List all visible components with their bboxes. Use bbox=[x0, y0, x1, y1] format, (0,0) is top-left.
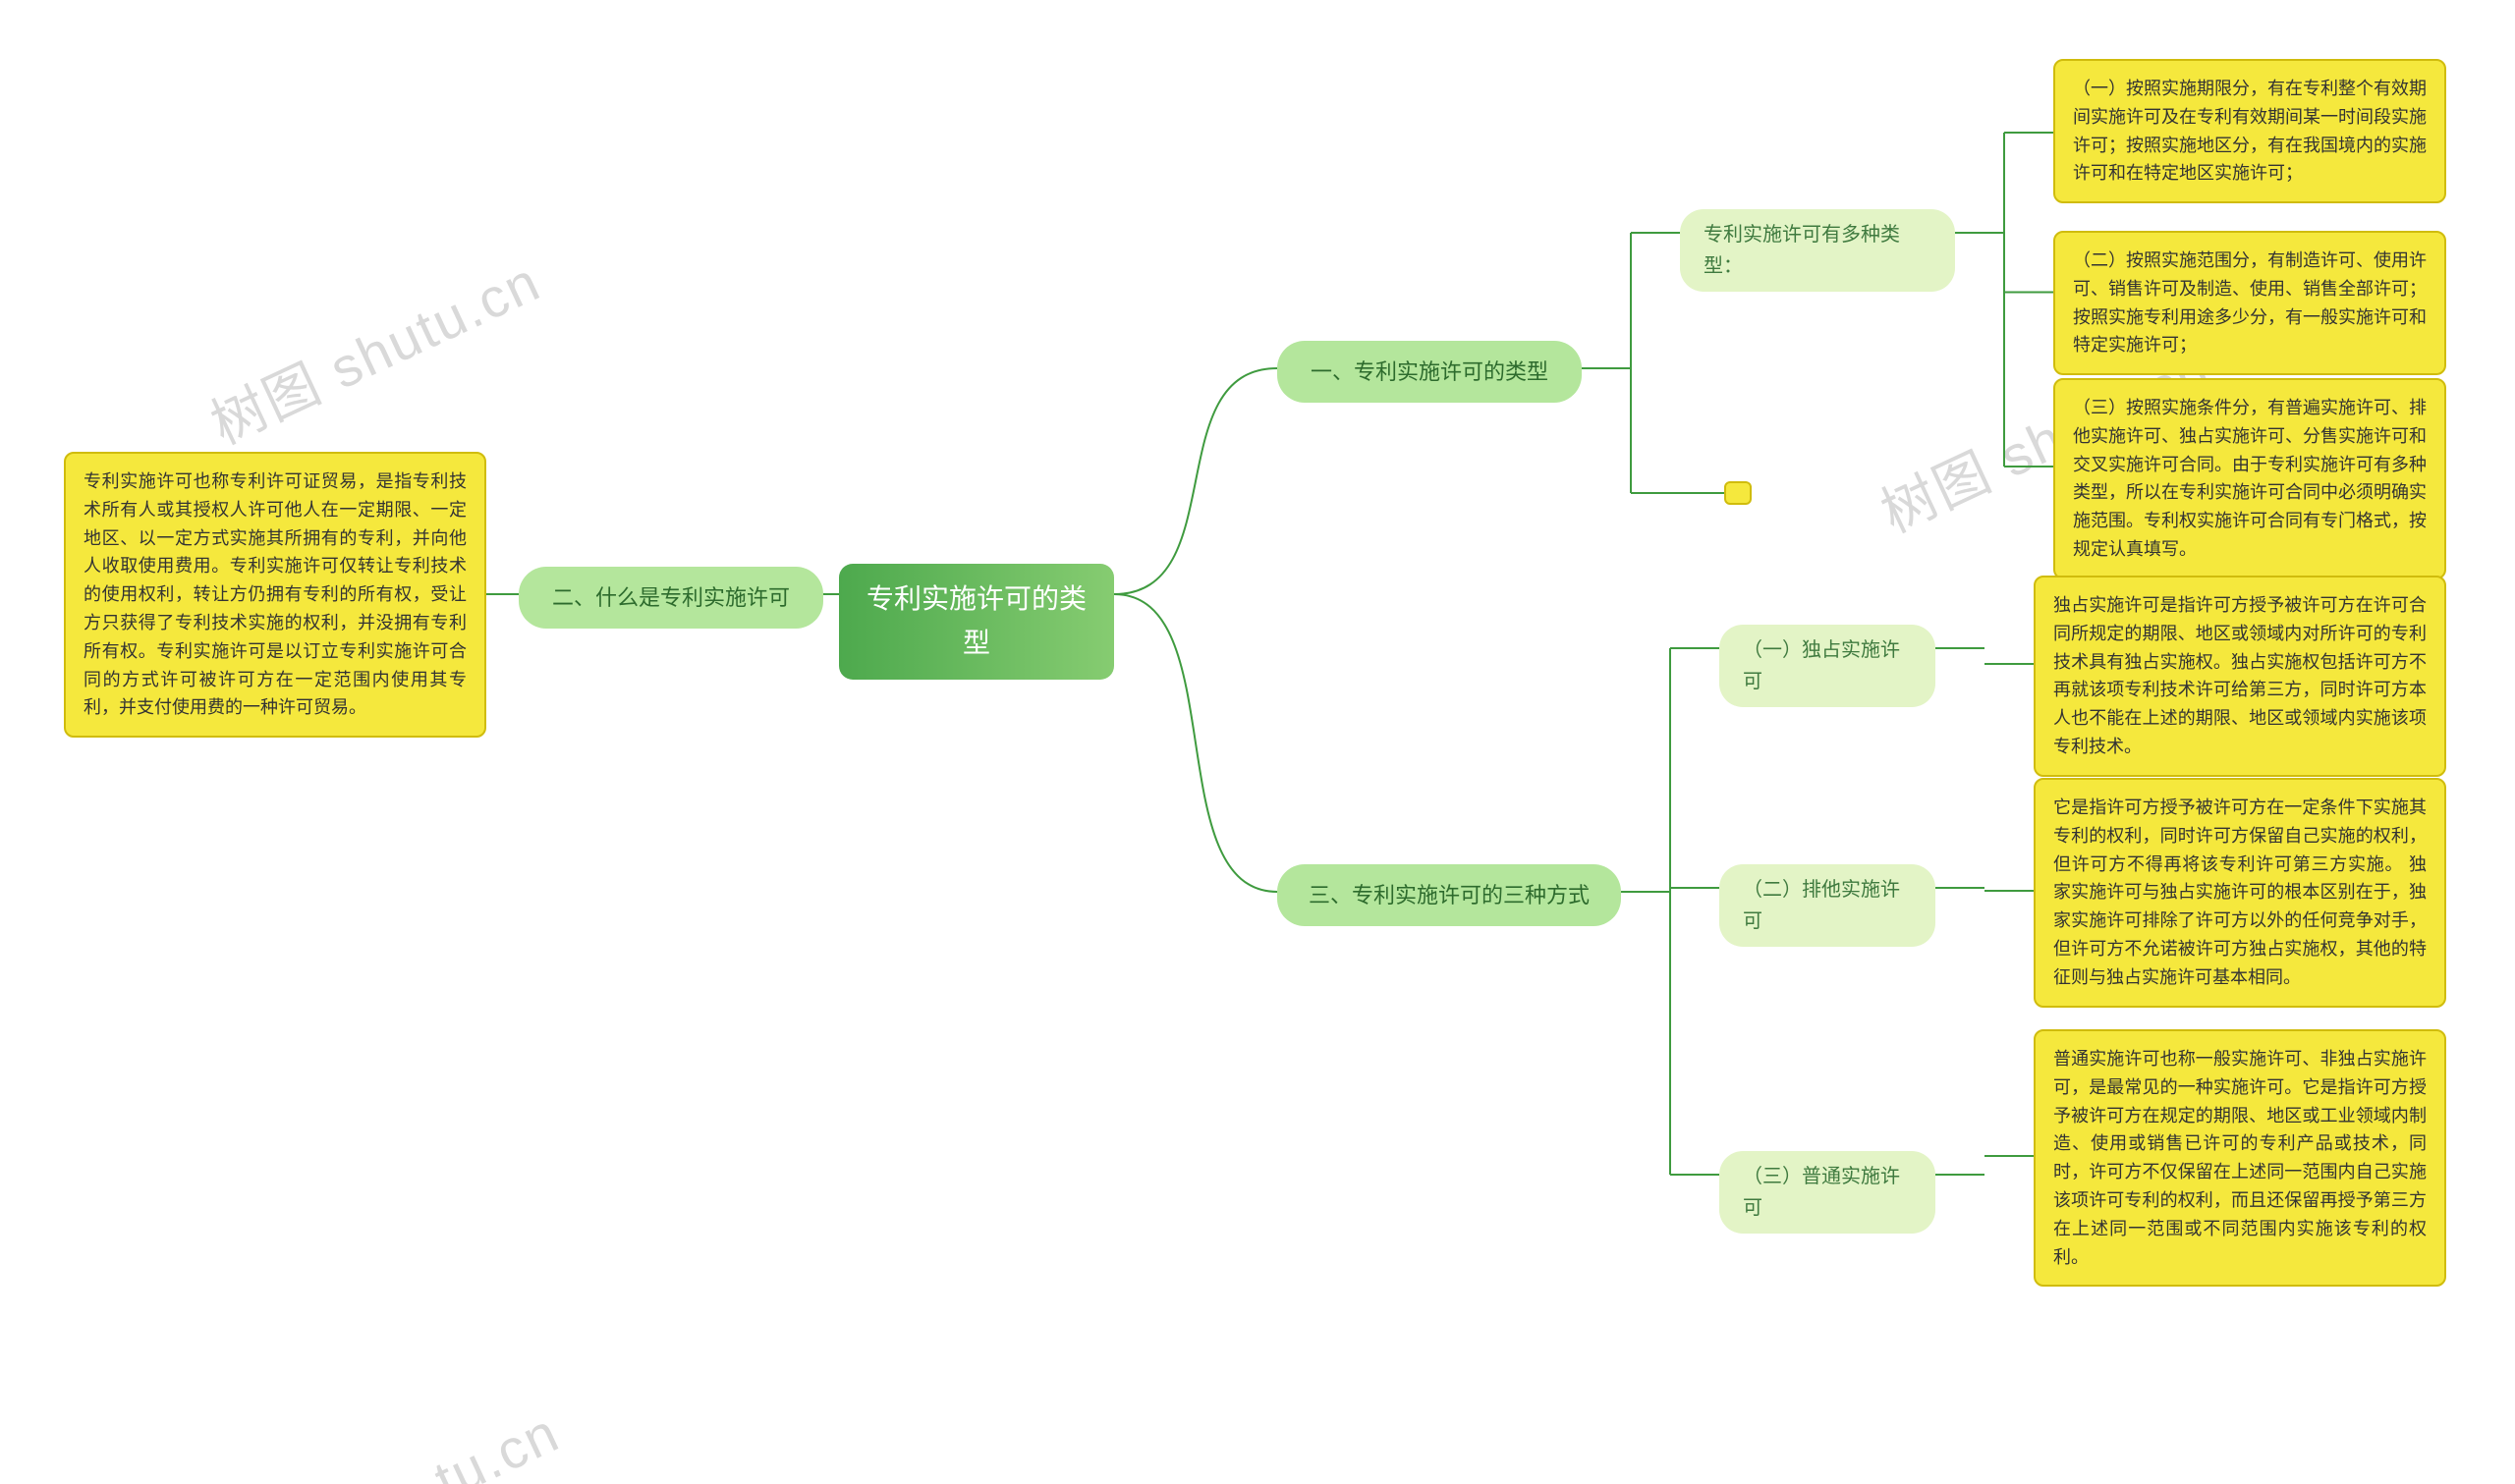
leaf-3c: 普通实施许可也称一般实施许可、非独占实施许可，是最常见的一种实施许可。它是指许可… bbox=[2034, 1029, 2446, 1287]
watermark-3: tu.cn bbox=[424, 1400, 569, 1484]
sub-3b: （二）排他实施许可 bbox=[1719, 864, 1935, 947]
branch-1: 一、专利实施许可的类型 bbox=[1277, 341, 1582, 403]
root-node: 专利实施许可的类型 bbox=[839, 564, 1114, 680]
sub-3a: （一）独占实施许可 bbox=[1719, 625, 1935, 707]
sub-1: 专利实施许可有多种类型： bbox=[1680, 209, 1955, 292]
leaf-1c: （三）按照实施条件分，有普遍实施许可、排他实施许可、独占实施许可、分售实施许可和… bbox=[2053, 378, 2446, 579]
leaf-3b: 它是指许可方授予被许可方在一定条件下实施其专利的权利，同时许可方保留自己实施的权… bbox=[2034, 778, 2446, 1008]
leaf-tiny bbox=[1724, 481, 1752, 505]
leaf-1a: （一）按照实施期限分，有在专利整个有效期间实施许可及在专利有效期间某一时间段实施… bbox=[2053, 59, 2446, 203]
leaf-1b: （二）按照实施范围分，有制造许可、使用许可、销售许可及制造、使用、销售全部许可；… bbox=[2053, 231, 2446, 375]
leaf-2: 专利实施许可也称专利许可证贸易，是指专利技术所有人或其授权人许可他人在一定期限、… bbox=[64, 452, 486, 738]
branch-3: 三、专利实施许可的三种方式 bbox=[1277, 864, 1621, 926]
branch-2: 二、什么是专利实施许可 bbox=[519, 567, 823, 629]
leaf-3a: 独占实施许可是指许可方授予被许可方在许可合同所规定的期限、地区或领域内对所许可的… bbox=[2034, 576, 2446, 777]
sub-3c: （三）普通实施许可 bbox=[1719, 1151, 1935, 1234]
watermark-1: 树图 shutu.cn bbox=[196, 238, 552, 460]
